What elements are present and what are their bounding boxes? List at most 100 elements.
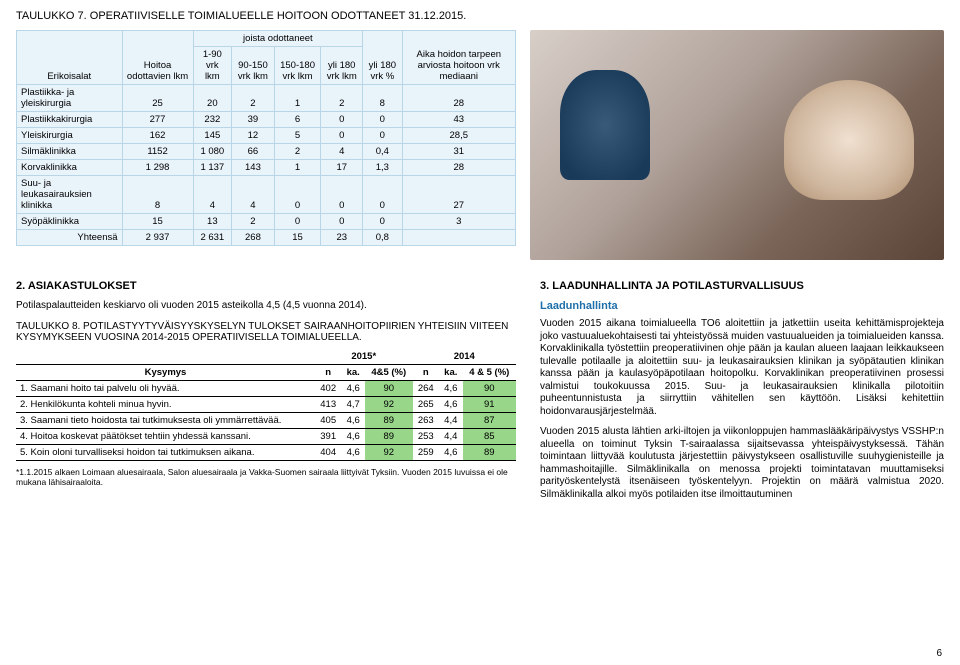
t7-hgroup: joista odottaneet	[193, 31, 363, 47]
table-cell: 2. Henkilökunta kohteli minua hyvin.	[16, 396, 315, 412]
table-cell: 404	[315, 444, 341, 460]
section3-heading: 3. LAADUNHALLINTA JA POTILASTURVALLISUUS	[540, 280, 944, 292]
table-cell: 87	[463, 412, 516, 428]
table-row: 2. Henkilökunta kohteli minua hyvin.4134…	[16, 396, 516, 412]
table-cell: 8	[122, 176, 193, 214]
t7-h3: 90-150 vrk lkm	[232, 47, 275, 85]
section3-subheading: Laadunhallinta	[540, 300, 944, 312]
table-cell: 265	[413, 396, 439, 412]
table-cell: 0	[363, 176, 402, 214]
t7-h6: yli 180 vrk %	[363, 31, 402, 85]
table-cell: Plastiikkakirurgia	[17, 112, 123, 128]
table-cell: 85	[463, 428, 516, 444]
table-cell: 27	[402, 176, 515, 214]
patient-photo	[530, 30, 944, 260]
table-cell: Syöpäklinikka	[17, 214, 123, 230]
t8-grp-2014: 2014	[413, 349, 516, 365]
table-cell: 263	[413, 412, 439, 428]
t8-h1: n	[315, 364, 341, 380]
table-cell: 4,6	[439, 396, 463, 412]
page-number: 6	[936, 648, 942, 659]
table-row: Suu- ja leukasairauksien klinikka8440002…	[17, 176, 516, 214]
table-cell: 0,8	[363, 230, 402, 246]
table-row: Plastiikkakirurgia2772323960043	[17, 112, 516, 128]
t7-h0: Erikoisalat	[17, 31, 123, 85]
table-cell: 0	[321, 176, 363, 214]
table-cell: 277	[122, 112, 193, 128]
table-cell: 20	[193, 85, 232, 112]
table-cell: 4,6	[341, 428, 365, 444]
table-cell: 0	[363, 214, 402, 230]
table-cell: 15	[274, 230, 321, 246]
section3-p1: Vuoden 2015 aikana toimialueella TO6 alo…	[540, 318, 944, 418]
table-cell: 1152	[122, 144, 193, 160]
section2-heading: 2. ASIAKASTULOKSET	[16, 280, 516, 292]
table-cell: 25	[122, 85, 193, 112]
table-cell: 89	[365, 412, 413, 428]
t8-h6: 4 & 5 (%)	[463, 364, 516, 380]
table-cell: 89	[463, 444, 516, 460]
table-cell: 232	[193, 112, 232, 128]
table-cell: 4,6	[439, 444, 463, 460]
table-cell: 4	[321, 144, 363, 160]
table-cell: 0	[363, 128, 402, 144]
table-cell: 4,7	[341, 396, 365, 412]
table-cell: 4,6	[341, 444, 365, 460]
table-cell: 391	[315, 428, 341, 444]
table-cell: 4,6	[439, 380, 463, 396]
table-cell: 4	[193, 176, 232, 214]
table-cell: 4,6	[341, 412, 365, 428]
table-cell: 1 080	[193, 144, 232, 160]
table8: 2015* 2014 Kysymys n ka. 4&5 (%) n ka. 4…	[16, 349, 516, 461]
table7-container: Erikoisalat Hoitoa odottavien lkm joista…	[16, 30, 516, 260]
table-cell: 5. Koin oloni turvalliseksi hoidon tai t…	[16, 444, 315, 460]
table-cell: 253	[413, 428, 439, 444]
table-cell: 92	[365, 444, 413, 460]
table-cell: 28	[402, 85, 515, 112]
table-cell: 39	[232, 112, 275, 128]
table-row: 5. Koin oloni turvalliseksi hoidon tai t…	[16, 444, 516, 460]
table-cell: 2	[321, 85, 363, 112]
table-row: 4. Hoitoa koskevat päätökset tehtiin yhd…	[16, 428, 516, 444]
t7-h5: yli 180 vrk lkm	[321, 47, 363, 85]
table-row: 1. Saamani hoito tai palvelu oli hyvää. 4…	[16, 380, 516, 396]
t8-h4: n	[413, 364, 439, 380]
table-cell: Suu- ja leukasairauksien klinikka	[17, 176, 123, 214]
table-cell: 2 631	[193, 230, 232, 246]
table7-title: TAULUKKO 7. OPERATIIVISELLE TOIMIALUEELL…	[16, 10, 944, 22]
t7-h2: 1-90 vrk lkm	[193, 47, 232, 85]
t8-h0: Kysymys	[16, 364, 315, 380]
table-cell: 91	[463, 396, 516, 412]
table-cell: 0	[363, 112, 402, 128]
table-cell: 28,5	[402, 128, 515, 144]
table-cell: 1. Saamani hoito tai palvelu oli hyvää.	[16, 380, 315, 396]
table-cell: 0	[321, 112, 363, 128]
t7-h7: Aika hoidon tarpeen arviosta hoitoon vrk…	[402, 31, 515, 85]
table-cell: 2	[232, 85, 275, 112]
table-cell: 28	[402, 160, 515, 176]
table8-title: TAULUKKO 8. POTILASTYYTYVÄISYYSKYSELYN T…	[16, 321, 516, 343]
table-cell: 8	[363, 85, 402, 112]
table-cell: 162	[122, 128, 193, 144]
table-cell: 1 137	[193, 160, 232, 176]
table-cell: 264	[413, 380, 439, 396]
table7: Erikoisalat Hoitoa odottavien lkm joista…	[16, 30, 516, 246]
table-cell: 92	[365, 396, 413, 412]
table-cell: 12	[232, 128, 275, 144]
t8-h2: ka.	[341, 364, 365, 380]
table-cell: 2	[274, 144, 321, 160]
t8-h3: 4&5 (%)	[365, 364, 413, 380]
table-row: Silmäklinikka11521 08066240,431	[17, 144, 516, 160]
table-cell: 1 298	[122, 160, 193, 176]
section3-p2: Vuoden 2015 alusta lähtien arki-iltojen …	[540, 426, 944, 501]
table-row: Korvaklinikka1 2981 1371431171,328	[17, 160, 516, 176]
table-cell: 3	[402, 214, 515, 230]
table-cell: 0	[274, 176, 321, 214]
table-cell: 4. Hoitoa koskevat päätökset tehtiin yhd…	[16, 428, 315, 444]
t7-h4: 150-180 vrk lkm	[274, 47, 321, 85]
table-cell: 17	[321, 160, 363, 176]
left-column: 2. ASIAKASTULOKSET Potilaspalautteiden k…	[16, 274, 516, 509]
table-cell: 31	[402, 144, 515, 160]
table8-footnote: *1.1.2015 alkaen Loimaan aluesairaala, S…	[16, 467, 516, 487]
table-cell: 4	[232, 176, 275, 214]
